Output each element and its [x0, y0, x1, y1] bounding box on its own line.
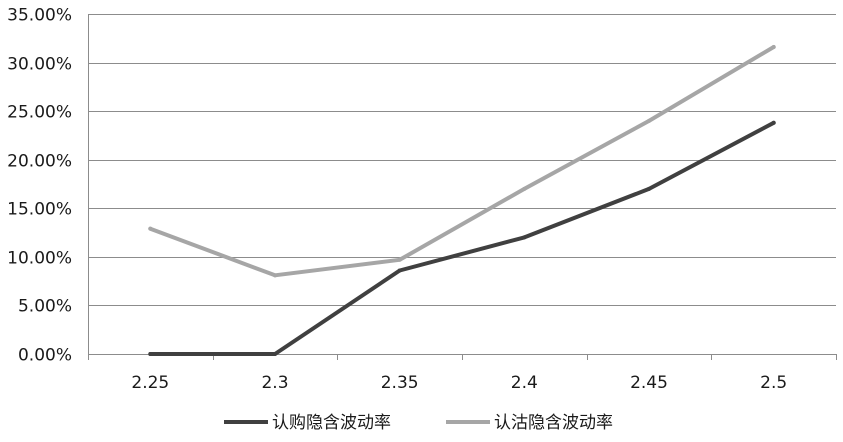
x-tick-label: 2.25 — [131, 373, 169, 393]
x-tick-label: 2.5 — [760, 373, 787, 393]
legend: 认购隐含波动率 认沽隐含波动率 — [224, 413, 613, 433]
x-tick-label: 2.3 — [261, 373, 288, 393]
x-axis-tick-labels: 2.25 2.3 2.35 2.4 2.45 2.5 — [131, 373, 787, 393]
gridlines — [88, 14, 836, 306]
data-point — [397, 257, 402, 262]
y-tick-label: 30.00% — [7, 55, 72, 75]
legend-item: 认沽隐含波动率 — [446, 413, 613, 433]
x-tick-label: 2.4 — [511, 373, 538, 393]
data-point — [148, 352, 153, 356]
data-point — [647, 186, 651, 191]
y-tick-label: 35.00% — [7, 6, 72, 26]
data-point — [522, 235, 527, 240]
x-tick-label: 2.35 — [381, 373, 419, 393]
legend-label: 认沽隐含波动率 — [494, 413, 613, 433]
y-tick-label: 20.00% — [7, 152, 72, 172]
y-tick-label: 0.00% — [18, 346, 72, 366]
series-line-2 — [148, 45, 776, 278]
x-tick-label: 2.45 — [630, 373, 668, 393]
data-point — [273, 352, 277, 356]
data-point — [522, 186, 527, 191]
legend-item: 认购隐含波动率 — [224, 413, 391, 433]
axes — [88, 14, 837, 360]
data-point — [647, 118, 651, 123]
data-point — [771, 45, 776, 50]
data-point — [771, 120, 776, 125]
series-line-1 — [148, 120, 776, 356]
data-point — [148, 226, 153, 231]
y-tick-label: 5.00% — [18, 297, 72, 317]
data-point — [397, 268, 402, 273]
series-lines — [148, 45, 776, 356]
y-tick-label: 15.00% — [7, 200, 72, 220]
y-axis-tick-labels: 0.00% 5.00% 10.00% 15.00% 20.00% 25.00% 30.00%… — [7, 6, 72, 366]
y-tick-label: 10.00% — [7, 249, 72, 269]
y-tick-label: 25.00% — [7, 103, 72, 123]
legend-label: 认购隐含波动率 — [272, 413, 391, 433]
data-point — [273, 273, 277, 278]
